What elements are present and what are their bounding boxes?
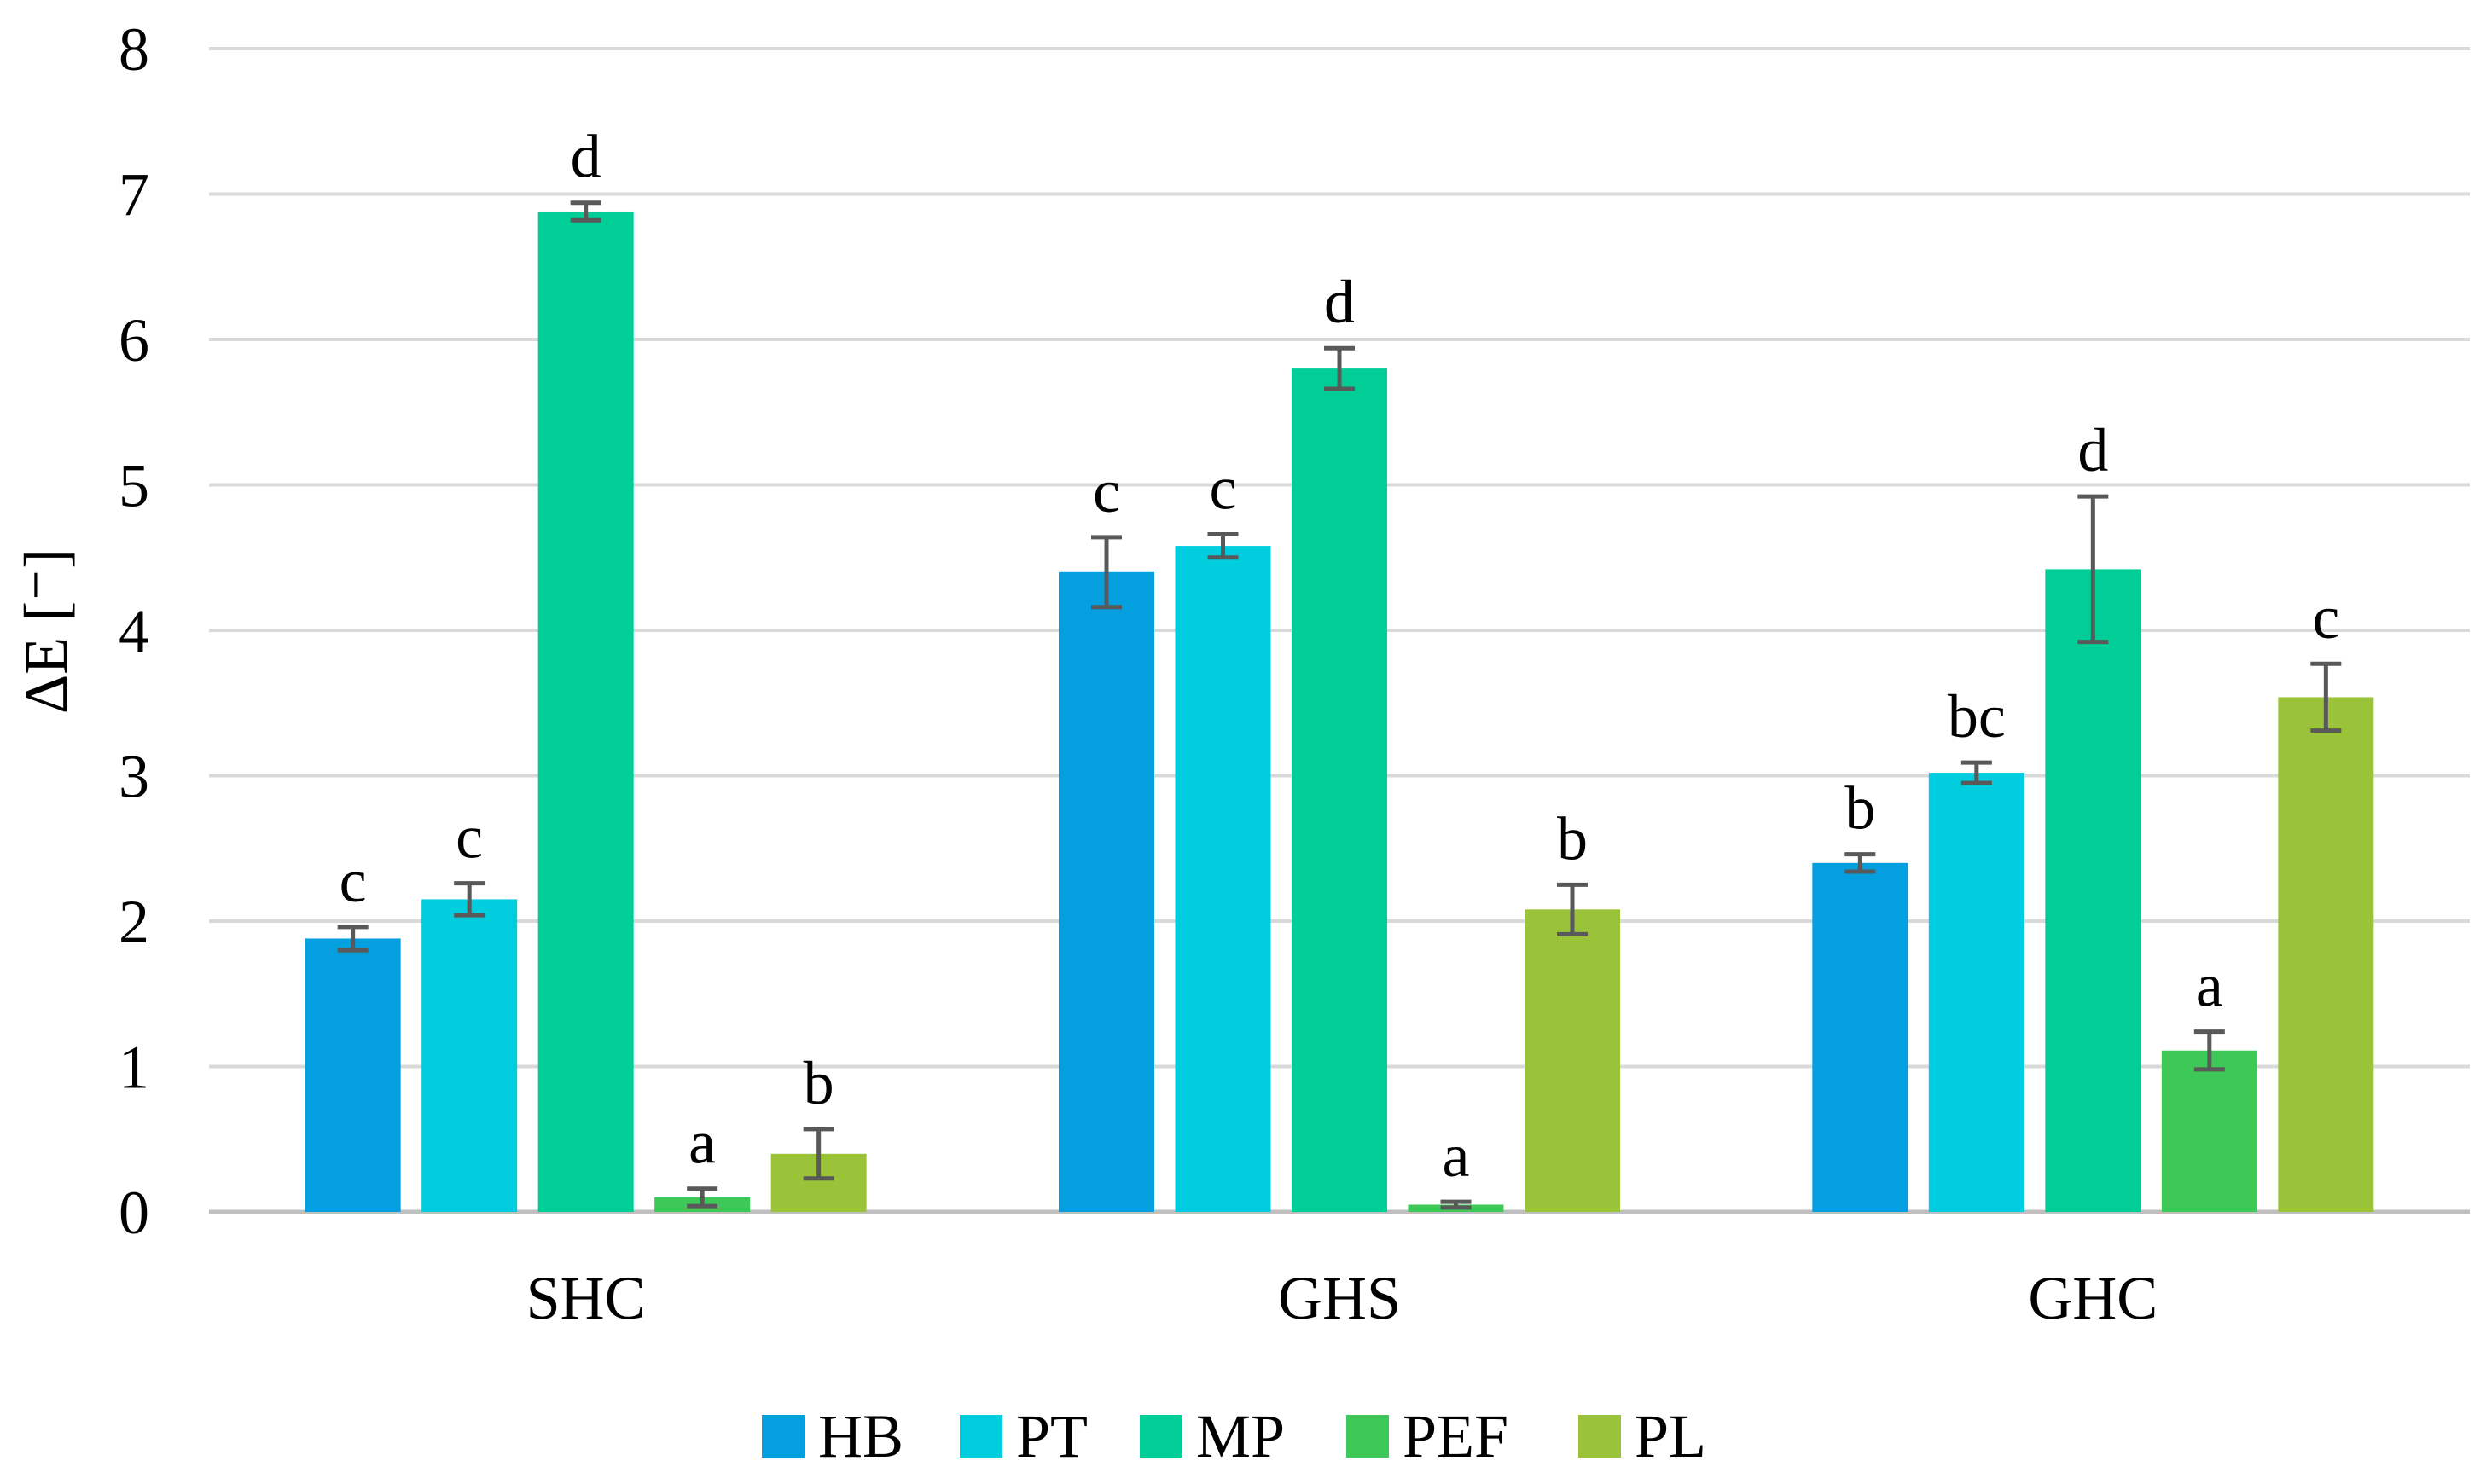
significance-label: a [1443, 1122, 1470, 1190]
legend-swatch [1140, 1415, 1182, 1458]
bar-pef-ghc [2161, 1050, 2257, 1212]
error-bar-pl-ghc [2310, 661, 2342, 733]
significance-label: a [688, 1109, 716, 1177]
bar-hb-shc [305, 938, 401, 1212]
error-bar-pt-shc [454, 881, 485, 918]
y-tick-label: 8 [119, 15, 149, 84]
significance-label: c [456, 803, 483, 872]
category-label: SHC [526, 1264, 646, 1332]
legend-item-mp: MP [1140, 1402, 1285, 1470]
error-bar-mp-ghs [1324, 345, 1355, 391]
category-label: GHS [1278, 1264, 1401, 1332]
bars [305, 211, 2374, 1213]
legend-swatch [1578, 1415, 1621, 1458]
y-axis-label: ΔE [⁻] [12, 548, 80, 714]
bar-mp-ghs [1292, 368, 1387, 1213]
legend-label: PL [1635, 1402, 1706, 1470]
significance-label: c [340, 847, 367, 915]
legend-swatch [762, 1415, 805, 1458]
error-bar-pt-ghc [1960, 760, 1992, 785]
significance-label: c [1093, 457, 1120, 525]
legend-swatch [960, 1415, 1002, 1458]
significance-label: c [1210, 454, 1237, 522]
y-tick-label: 5 [119, 452, 149, 520]
y-tick-label: 3 [119, 743, 149, 811]
legend-label: PEF [1403, 1402, 1508, 1470]
error-bar-hb-ghc [1844, 852, 1876, 874]
significance-label: d [2077, 416, 2108, 484]
legend-label: HB [818, 1402, 903, 1470]
error-bar-pl-shc [803, 1127, 834, 1181]
error-bar-mp-shc [570, 200, 601, 223]
bar-mp-ghc [2045, 569, 2141, 1212]
legend-item-pef: PEF [1346, 1402, 1508, 1470]
bar-hb-ghs [1059, 571, 1154, 1212]
error-bar-pl-ghs [1557, 882, 1588, 936]
legend-swatch [1346, 1415, 1389, 1458]
bar-pl-ghc [2278, 697, 2374, 1212]
significance-label: b [804, 1049, 834, 1117]
significance-label: b [1557, 804, 1588, 872]
significance-label: b [1844, 774, 1875, 843]
bar-mp-shc [537, 211, 634, 1213]
significance-label: a [2196, 952, 2223, 1020]
category-label: GHC [2028, 1264, 2158, 1332]
category-labels: SHC GHS GHC [526, 1264, 2158, 1332]
y-tick-label: 1 [119, 1034, 149, 1102]
error-bar-pef-ghc [2193, 1029, 2225, 1072]
error-bar-mp-ghc [2077, 494, 2109, 645]
error-bar-hb-ghs [1091, 535, 1122, 610]
legend-label: MP [1196, 1402, 1285, 1470]
y-tick-label: 6 [119, 306, 149, 374]
significance-label: d [571, 123, 601, 191]
y-tick-label: 2 [119, 888, 149, 956]
error-bar-pef-shc [687, 1186, 718, 1209]
error-bar-pef-ghs [1440, 1199, 1472, 1210]
bar-pt-shc [421, 899, 518, 1212]
error-bar-hb-shc [337, 925, 369, 953]
error-bar-pt-ghs [1207, 531, 1239, 560]
bar-hb-ghc [1812, 862, 1908, 1212]
error-bars [337, 200, 2342, 1210]
legend-item-pl: PL [1578, 1402, 1706, 1470]
significance-label: bc [1948, 682, 2006, 751]
y-tick-labels: 0 1 2 3 4 5 6 7 8 [119, 15, 149, 1247]
legend-item-hb: HB [762, 1402, 903, 1470]
significance-label: c [2312, 583, 2339, 652]
bar-pt-ghs [1175, 546, 1271, 1212]
legend: HB PT MP PEF PL [762, 1402, 1706, 1470]
legend-label: PT [1016, 1402, 1088, 1470]
bar-pt-ghc [1928, 773, 2024, 1212]
y-tick-label: 4 [119, 597, 149, 665]
significance-label: d [1324, 268, 1355, 336]
y-tick-label: 7 [119, 161, 149, 229]
y-tick-label: 0 [119, 1179, 149, 1247]
legend-item-pt: PT [960, 1402, 1088, 1470]
bar-pl-ghs [1525, 909, 1620, 1212]
